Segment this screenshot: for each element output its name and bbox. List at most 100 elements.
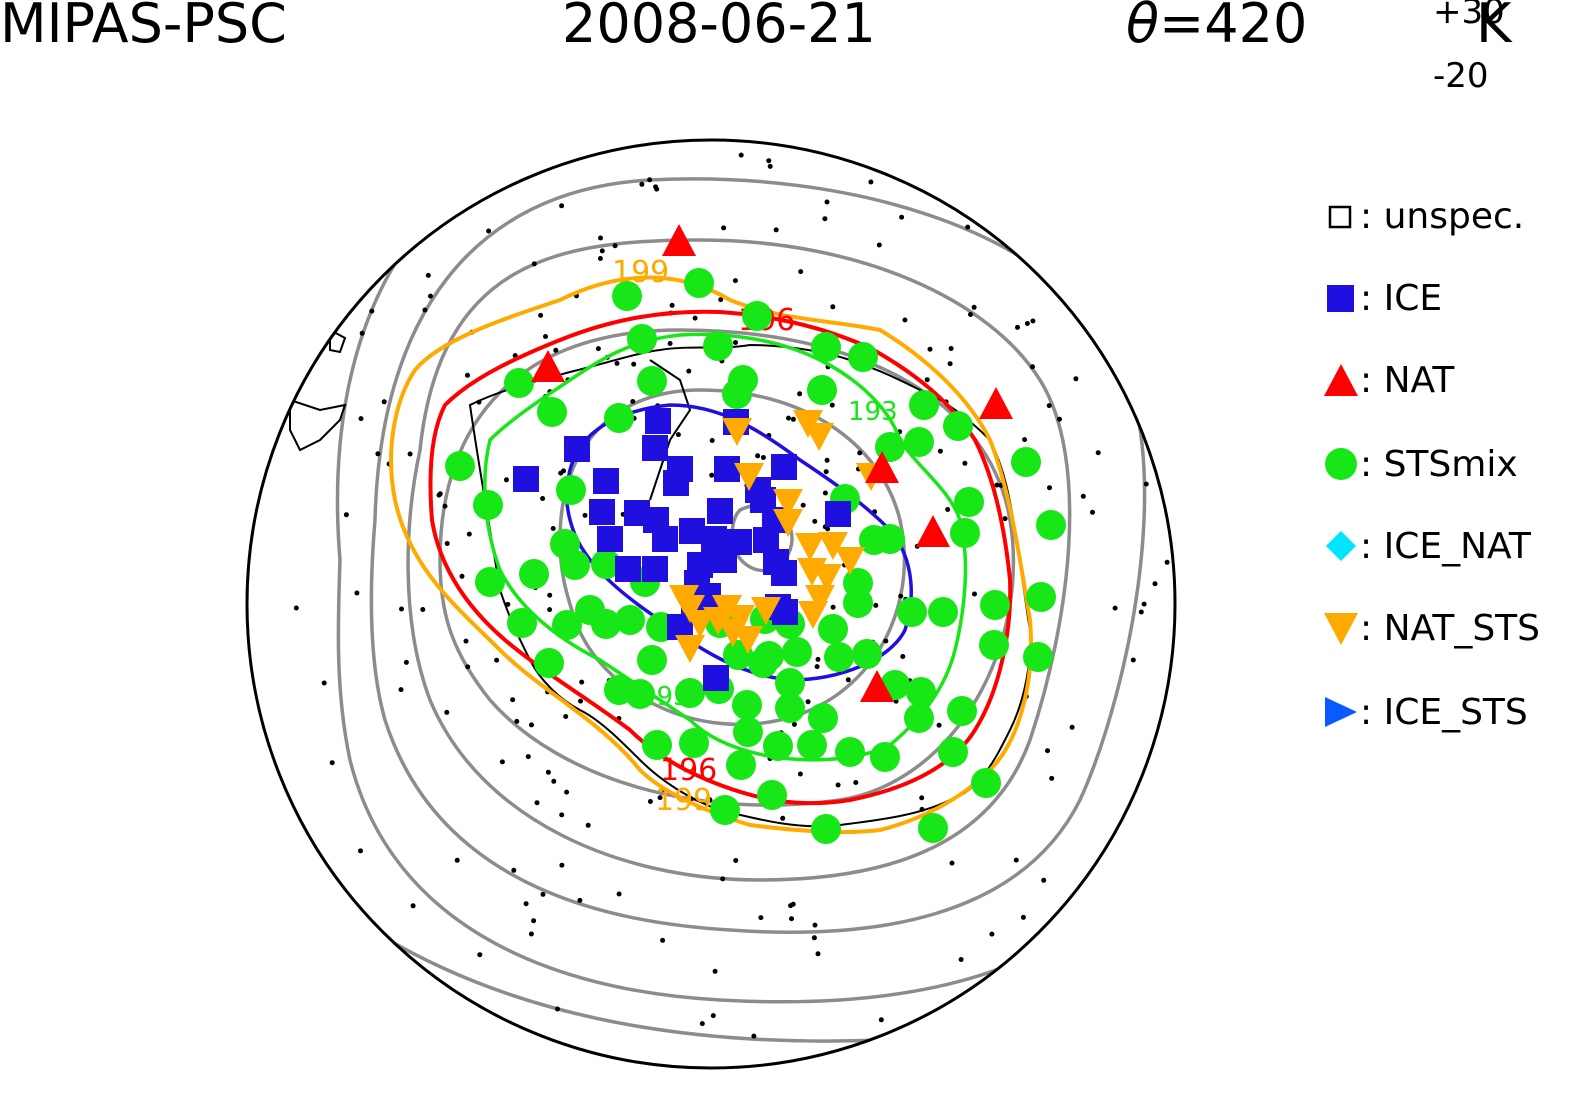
sts-marker <box>1011 447 1041 477</box>
sample-dot <box>582 512 588 518</box>
sample-dot <box>486 228 492 234</box>
sts-marker <box>726 750 756 780</box>
sample-dot <box>553 347 559 353</box>
sample-dot <box>647 799 653 804</box>
sample-dot <box>789 916 794 922</box>
ice-marker <box>703 665 729 691</box>
sample-dot <box>375 451 381 457</box>
contour-green <box>483 332 968 762</box>
sts-marker <box>843 568 873 598</box>
ice-marker <box>679 518 705 544</box>
nat-sts-marker <box>675 635 705 663</box>
legend-label: : NAT <box>1360 359 1455 401</box>
ice-marker <box>707 498 733 524</box>
sample-dot <box>551 778 557 784</box>
contour-label-193-top: 193 <box>848 397 898 427</box>
sts-marker <box>763 731 793 761</box>
sample-dot <box>1141 601 1147 607</box>
sample-dot <box>829 402 835 408</box>
ice-marker <box>771 560 797 586</box>
sts-marker <box>818 614 848 644</box>
sample-dot <box>972 591 977 597</box>
sts-marker <box>811 814 841 844</box>
sample-dot <box>630 399 636 404</box>
sample-dot <box>525 754 531 760</box>
sample-dot <box>937 448 943 454</box>
nat-sts-marker <box>798 601 828 629</box>
sample-dot <box>1030 318 1036 324</box>
sample-dot <box>504 477 509 483</box>
sts-marker <box>947 696 977 726</box>
sample-dot <box>1041 877 1047 883</box>
sts-marker <box>732 690 762 720</box>
sample-dot <box>945 507 951 512</box>
sample-dot <box>1013 857 1019 863</box>
nat-sts-marker <box>675 595 705 623</box>
polar-map: 199 199 196 196 193 193 <box>245 138 1177 1070</box>
sts-marker <box>1026 582 1056 612</box>
sample-dot <box>425 272 431 278</box>
sts-marker <box>625 679 655 709</box>
sample-dot <box>1057 416 1062 422</box>
sample-dot <box>830 604 836 610</box>
sample-dot <box>786 415 791 421</box>
sample-dot <box>712 968 718 974</box>
sts-marker <box>938 737 968 767</box>
sts-marker <box>852 639 882 669</box>
sample-dot <box>830 304 836 310</box>
sample-dot <box>968 312 973 317</box>
ice-marker <box>645 408 671 434</box>
sample-dot <box>835 782 841 788</box>
sample-dot <box>578 698 583 704</box>
sample-dot <box>686 368 692 374</box>
sts-marker <box>782 637 812 667</box>
sample-dot <box>815 656 821 662</box>
theta-value: =420 <box>1159 0 1308 55</box>
sample-dot <box>876 242 882 248</box>
sample-dot <box>868 179 874 185</box>
nat-sts-marker <box>685 610 715 638</box>
contours-gray <box>278 140 1175 1068</box>
sample-dot <box>790 901 796 907</box>
legend-unspec: : unspec. <box>1322 194 1524 238</box>
sample-dot <box>814 664 820 670</box>
title-theta: θ=420 +30 -20 K <box>1126 0 1511 95</box>
ice-marker <box>513 466 539 492</box>
sts-marker <box>824 642 854 672</box>
sample-dot <box>824 199 830 205</box>
sample-dot <box>1080 493 1086 499</box>
sts-marker <box>971 768 1001 798</box>
sample-dot <box>599 248 605 254</box>
sample-dot <box>399 606 404 612</box>
sample-dot <box>822 490 828 496</box>
sample-dot <box>660 937 666 943</box>
sts-marker <box>733 717 763 747</box>
sample-dot <box>381 399 387 405</box>
sample-dot <box>688 796 694 802</box>
nat-sts-marker <box>703 607 733 635</box>
sample-dot <box>667 341 673 346</box>
sample-dot <box>853 780 859 785</box>
triangle-up-icon <box>1324 364 1358 396</box>
sts-marker <box>473 490 503 520</box>
sample-dot <box>791 721 797 727</box>
sts-marker <box>722 379 752 409</box>
sample-dot <box>1002 516 1008 522</box>
sample-dot <box>707 797 713 803</box>
diamond-icon <box>1326 531 1356 561</box>
sample-dot <box>499 759 505 765</box>
sample-dot <box>738 152 744 158</box>
contour-orange <box>389 275 1033 835</box>
ice-marker <box>589 499 615 525</box>
sts-marker <box>1036 510 1066 540</box>
sample-dot <box>616 891 622 897</box>
sample-dot <box>823 469 829 475</box>
sample-dot <box>1046 403 1052 409</box>
sts-marker <box>906 677 936 707</box>
sts-marker <box>684 268 714 298</box>
ice-marker <box>714 456 740 482</box>
sample-dot <box>720 876 726 882</box>
sample-dot <box>612 243 618 249</box>
ice-marker <box>771 454 797 480</box>
sample-dot <box>758 915 764 921</box>
